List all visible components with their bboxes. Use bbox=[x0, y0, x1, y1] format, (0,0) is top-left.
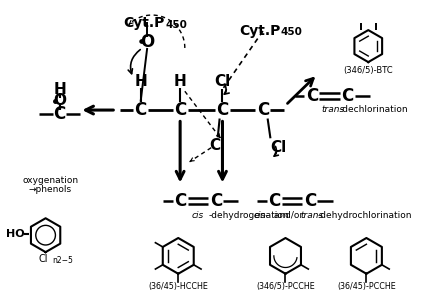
Text: C: C bbox=[257, 101, 269, 119]
Text: Cl: Cl bbox=[210, 138, 226, 153]
Text: O: O bbox=[140, 33, 155, 51]
Text: →phenols: →phenols bbox=[29, 184, 72, 194]
Text: 450: 450 bbox=[165, 20, 187, 30]
Text: C: C bbox=[342, 87, 354, 105]
Text: trans: trans bbox=[300, 211, 324, 220]
Text: HO: HO bbox=[6, 229, 25, 239]
Text: C: C bbox=[54, 105, 66, 123]
Text: and/or: and/or bbox=[271, 211, 306, 220]
Text: Cyt.P: Cyt.P bbox=[124, 16, 165, 30]
Text: cis: cis bbox=[192, 211, 204, 220]
FancyArrowPatch shape bbox=[274, 146, 278, 156]
Text: trans: trans bbox=[321, 105, 345, 114]
Text: (346/5)-PCCHE: (346/5)-PCCHE bbox=[256, 283, 315, 291]
Text: (36/45)-PCCHE: (36/45)-PCCHE bbox=[337, 283, 396, 291]
Text: C: C bbox=[306, 87, 318, 105]
Text: H: H bbox=[134, 74, 147, 89]
Text: C: C bbox=[134, 101, 147, 119]
Text: C: C bbox=[174, 101, 186, 119]
Text: Cl: Cl bbox=[214, 74, 231, 89]
Text: (346/5)-BTC: (346/5)-BTC bbox=[343, 66, 393, 75]
Text: -dehydrochlorination: -dehydrochlorination bbox=[318, 211, 412, 220]
Text: n2−5: n2−5 bbox=[52, 256, 73, 265]
Text: -dehydrogenation: -dehydrogenation bbox=[208, 211, 289, 220]
Text: H: H bbox=[174, 74, 187, 89]
Text: oxygenation: oxygenation bbox=[22, 176, 78, 185]
Text: C: C bbox=[268, 192, 280, 210]
Text: C: C bbox=[210, 192, 222, 210]
Text: C: C bbox=[174, 192, 186, 210]
Text: O: O bbox=[53, 93, 66, 108]
Text: H: H bbox=[54, 82, 66, 97]
Text: Cl: Cl bbox=[38, 254, 48, 264]
Text: -dechlorination: -dechlorination bbox=[340, 105, 409, 114]
Text: Cl: Cl bbox=[270, 140, 287, 155]
FancyArrowPatch shape bbox=[224, 86, 229, 94]
Text: C: C bbox=[216, 101, 229, 119]
Text: (36/45)-HCCHE: (36/45)-HCCHE bbox=[149, 283, 208, 291]
FancyArrowPatch shape bbox=[128, 49, 140, 74]
Text: 450: 450 bbox=[281, 27, 303, 37]
Text: Cyt.P: Cyt.P bbox=[239, 24, 281, 38]
Text: C: C bbox=[304, 192, 316, 210]
Text: cis-: cis- bbox=[254, 211, 270, 220]
